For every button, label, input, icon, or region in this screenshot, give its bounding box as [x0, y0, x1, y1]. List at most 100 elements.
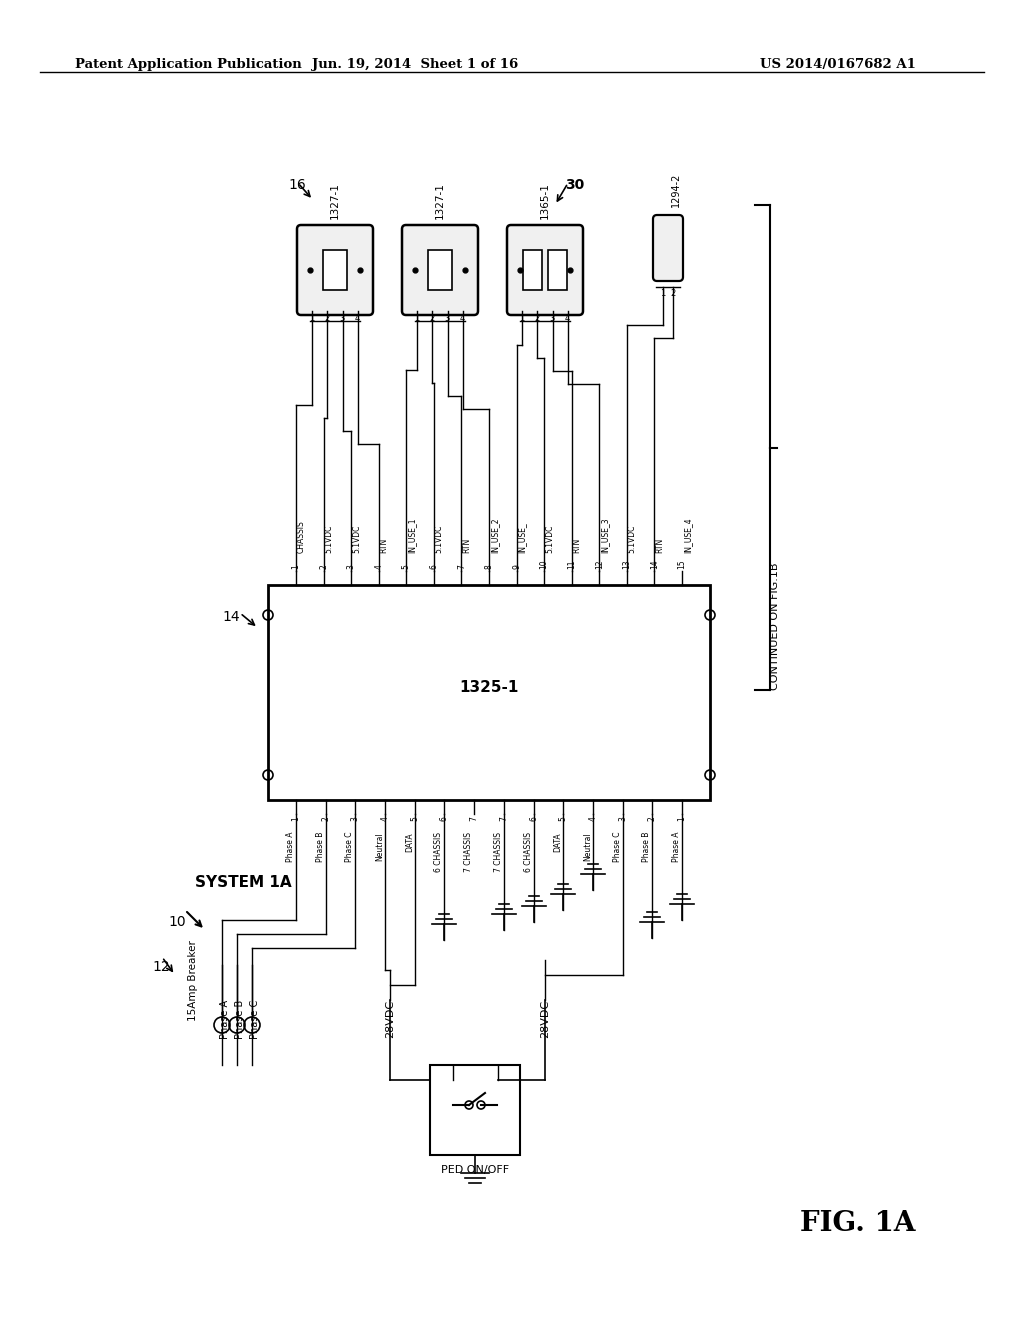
Text: 9: 9 [512, 564, 521, 569]
Text: 12: 12 [152, 960, 170, 974]
Text: 1365-1: 1365-1 [540, 182, 550, 219]
Text: RTN: RTN [463, 537, 471, 553]
Text: 3: 3 [549, 314, 555, 323]
Text: 2: 2 [429, 314, 434, 323]
Text: 10: 10 [168, 915, 185, 929]
Text: 1294-2: 1294-2 [671, 173, 681, 207]
Text: IN_USE_1: IN_USE_1 [408, 517, 417, 553]
Text: Jun. 19, 2014  Sheet 1 of 16: Jun. 19, 2014 Sheet 1 of 16 [312, 58, 518, 71]
Text: Phase C: Phase C [345, 832, 354, 862]
Text: 6 CHASSIS: 6 CHASSIS [434, 832, 443, 873]
Text: 5.1VDC: 5.1VDC [325, 524, 334, 553]
Text: 4: 4 [374, 564, 383, 569]
Text: 3: 3 [444, 314, 450, 323]
Text: 7 CHASSIS: 7 CHASSIS [494, 832, 503, 873]
Text: 5: 5 [401, 564, 411, 569]
FancyBboxPatch shape [402, 224, 478, 315]
Text: 1: 1 [309, 314, 314, 323]
Text: 28VDC: 28VDC [540, 1001, 550, 1038]
Text: 2: 2 [648, 816, 656, 821]
Text: FIG. 1A: FIG. 1A [800, 1210, 915, 1237]
Text: 5: 5 [559, 816, 567, 821]
Text: 1: 1 [660, 289, 666, 298]
Text: Phase C: Phase C [612, 832, 622, 862]
Text: CONTINUED ON FIG.1B: CONTINUED ON FIG.1B [770, 562, 780, 690]
Text: 3: 3 [618, 816, 627, 821]
Text: RTN: RTN [655, 537, 665, 553]
FancyBboxPatch shape [507, 224, 583, 315]
Text: 15: 15 [678, 560, 686, 569]
Bar [268, 585, 710, 800]
Bar [548, 251, 567, 289]
Text: 4: 4 [589, 816, 597, 821]
Text: DATA: DATA [404, 832, 414, 851]
Text: 6 CHASSIS: 6 CHASSIS [523, 832, 532, 873]
Text: 13: 13 [623, 560, 632, 569]
FancyBboxPatch shape [297, 224, 373, 315]
Text: 3: 3 [347, 564, 355, 569]
Text: 30: 30 [565, 178, 585, 191]
Text: 14: 14 [222, 610, 240, 624]
Text: Phase B: Phase B [315, 832, 325, 862]
Text: 7: 7 [470, 816, 478, 821]
Text: 5.1VDC: 5.1VDC [352, 524, 361, 553]
Text: Phase B: Phase B [234, 1001, 245, 1039]
Text: 1325-1: 1325-1 [460, 680, 519, 696]
Text: Phase C: Phase C [250, 1001, 260, 1039]
Bar [428, 251, 452, 289]
Bar [324, 251, 347, 289]
Text: 2: 2 [535, 314, 540, 323]
Bar [430, 1065, 520, 1155]
Text: 7 CHASSIS: 7 CHASSIS [464, 832, 473, 873]
Text: IN_USE_3: IN_USE_3 [600, 517, 609, 553]
Text: 1327-1: 1327-1 [330, 182, 340, 219]
Text: SYSTEM 1A: SYSTEM 1A [195, 875, 292, 890]
Text: Patent Application Publication: Patent Application Publication [75, 58, 302, 71]
Text: 1: 1 [292, 564, 300, 569]
Text: US 2014/0167682 A1: US 2014/0167682 A1 [760, 58, 915, 71]
Text: Phase A: Phase A [220, 1001, 230, 1039]
Text: 7: 7 [500, 816, 508, 821]
Text: 3: 3 [339, 314, 345, 323]
Text: 8: 8 [484, 564, 494, 569]
Text: PED ON/OFF: PED ON/OFF [441, 1166, 509, 1175]
Text: 28VDC: 28VDC [385, 1001, 395, 1038]
Text: 11: 11 [567, 560, 577, 569]
Text: 1: 1 [292, 816, 300, 821]
Text: 4: 4 [460, 314, 465, 323]
Text: 16: 16 [288, 178, 306, 191]
Text: 2: 2 [325, 314, 330, 323]
Text: DATA: DATA [553, 832, 562, 851]
Text: RTN: RTN [380, 537, 389, 553]
Text: IN_USE_2: IN_USE_2 [490, 517, 499, 553]
Text: 5: 5 [411, 816, 419, 821]
Text: Neutral: Neutral [583, 832, 592, 861]
Text: 6: 6 [429, 564, 438, 569]
Text: 7: 7 [457, 564, 466, 569]
Text: IN_USE_: IN_USE_ [517, 523, 526, 553]
Text: RTN: RTN [572, 537, 582, 553]
Text: 2: 2 [671, 289, 676, 298]
Text: Neutral: Neutral [375, 832, 384, 861]
Text: Phase A: Phase A [286, 832, 295, 862]
Text: 1327-1: 1327-1 [435, 182, 445, 219]
Text: 4: 4 [564, 314, 569, 323]
Text: 15Amp Breaker: 15Amp Breaker [188, 940, 198, 1020]
Text: 1: 1 [678, 816, 686, 821]
Text: 6: 6 [440, 816, 449, 821]
Text: Phase B: Phase B [642, 832, 651, 862]
Text: 3: 3 [351, 816, 359, 821]
Text: 2: 2 [319, 564, 328, 569]
Text: Phase A: Phase A [672, 832, 681, 862]
Text: CHASSIS: CHASSIS [297, 520, 306, 553]
Text: 12: 12 [595, 560, 604, 569]
Text: 4: 4 [381, 816, 389, 821]
Text: 6: 6 [529, 816, 538, 821]
Text: 2: 2 [322, 816, 330, 821]
Text: IN_USE_4: IN_USE_4 [683, 517, 692, 553]
Text: 5.1VDC: 5.1VDC [435, 524, 443, 553]
Text: 4: 4 [354, 314, 359, 323]
FancyBboxPatch shape [653, 215, 683, 281]
Text: 1: 1 [519, 314, 524, 323]
Text: 10: 10 [540, 560, 549, 569]
